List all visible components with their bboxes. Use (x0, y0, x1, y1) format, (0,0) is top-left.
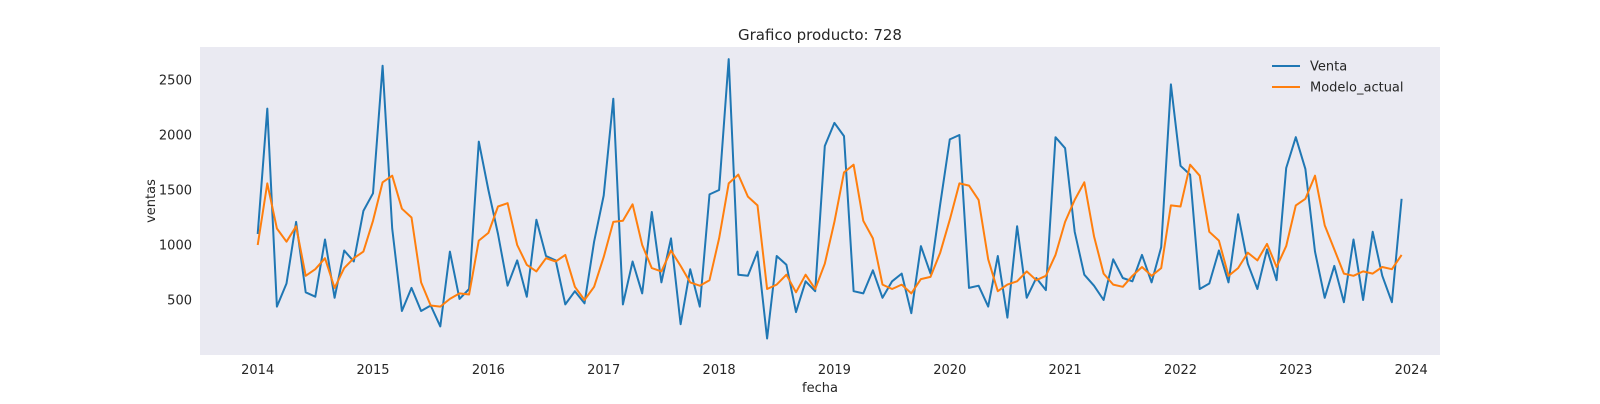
y-tick-label: 500 (167, 294, 192, 309)
x-tick-label: 2020 (933, 363, 966, 378)
x-tick-label: 2016 (472, 363, 505, 378)
y-tick-label: 2500 (159, 74, 192, 89)
y-tick-label: 1500 (159, 184, 192, 199)
series-lines (256, 58, 1403, 340)
y-axis-ticks: 500 1000 1500 2000 2500 (159, 74, 192, 309)
legend-label: Modelo_actual (1310, 81, 1404, 96)
x-tick-label: 2023 (1279, 363, 1312, 378)
x-tick-label: 2018 (703, 363, 736, 378)
x-tick-label: 2019 (818, 363, 851, 378)
x-tick-label: 2024 (1395, 363, 1428, 378)
legend: Venta Modelo_actual (1272, 60, 1404, 96)
y-tick-label: 1000 (159, 239, 192, 254)
x-tick-label: 2014 (241, 363, 274, 378)
x-tick-label: 2022 (1164, 363, 1197, 378)
x-tick-label: 2015 (356, 363, 389, 378)
x-tick-label: 2017 (587, 363, 620, 378)
x-axis-ticks: 2014 2015 2016 2017 2018 2019 2020 2021 2022 2023… (241, 363, 1428, 378)
y-tick-label: 2000 (159, 129, 192, 144)
chart-title: Grafico producto: 728 (738, 26, 902, 44)
x-axis-label: fecha (802, 381, 838, 396)
x-tick-label: 2021 (1049, 363, 1082, 378)
y-axis-label: ventas (144, 179, 159, 223)
plot-area-background (200, 47, 1440, 355)
series-line-venta (256, 58, 1403, 340)
legend-label: Venta (1310, 60, 1347, 75)
series-line-modelo-actual (256, 163, 1403, 308)
